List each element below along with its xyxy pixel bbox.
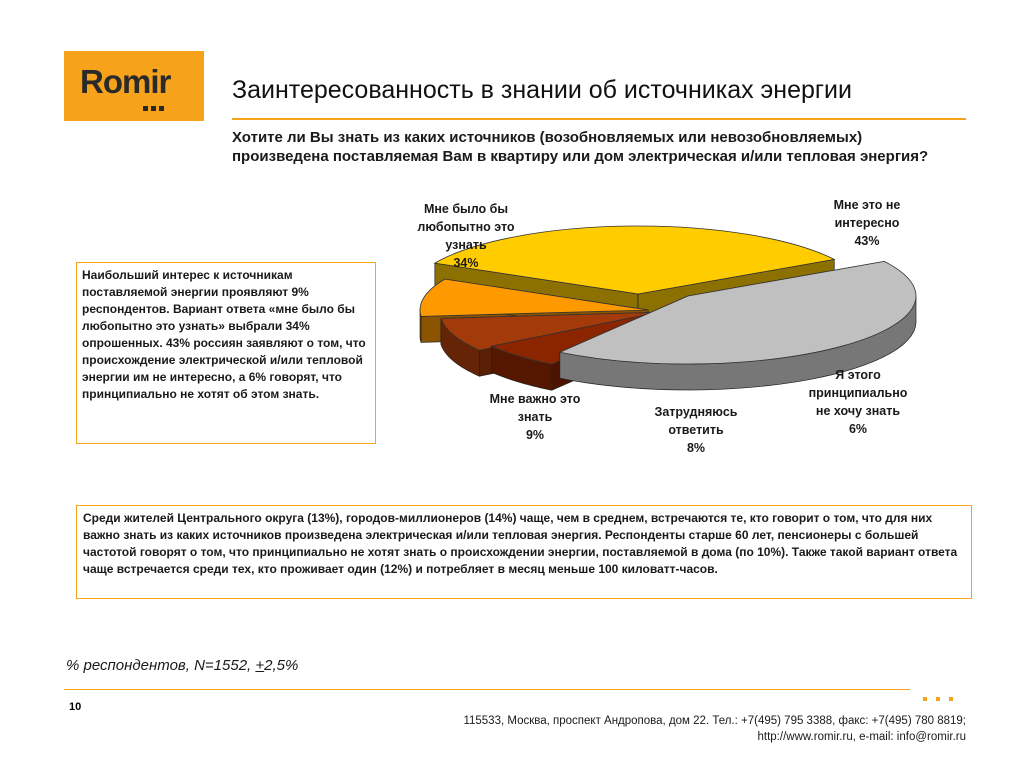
slice-value-curious: 34% [453, 256, 479, 270]
footer-address: 115533, Москва, проспект Андропова, дом … [463, 715, 966, 727]
slice-label-curious-line2: любопытно это [417, 220, 515, 234]
slice-value-refuse: 6% [848, 422, 868, 436]
logo-text: Romir [80, 63, 171, 100]
slice-label-curious-line3: узнать [445, 238, 487, 252]
footer-web: http://www.romir.ru, e-mail: info@romir.… [757, 731, 967, 743]
slice-value-not-interested: 43% [854, 234, 880, 248]
slice-label-not-interested: Мне это не интересно 43% [802, 196, 932, 250]
slice-label-refuse: Я этого принципиально не хочу знать 6% [790, 366, 926, 438]
sample-footnote: % респондентов, N=1552, +2,5% [66, 657, 298, 674]
summary-note-bottom: Среди жителей Центрального округа (13%),… [76, 505, 972, 599]
footnote-prefix: % респондентов, N=1552, [66, 657, 256, 674]
summary-note-left: Наибольший интерес к источникам поставля… [76, 262, 376, 444]
logo-dots-icon [143, 98, 167, 116]
footer-dots-icon [923, 688, 962, 706]
slice-label-refuse-line1: Я этого [835, 368, 881, 382]
footnote-suffix: 2,5% [264, 657, 299, 674]
slice-label-important-line1: Мне важно это [489, 392, 581, 406]
title-divider [232, 118, 966, 120]
slice-label-refuse-line2: принципиально [808, 386, 908, 400]
slice-label-important-line2: знать [517, 410, 553, 424]
page-number: 10 [69, 701, 82, 713]
slice-label-curious-line1: Мне было бы [423, 202, 509, 216]
slice-label-hard-to-say-line1: Затрудняюсь [654, 405, 738, 419]
slice-value-important: 9% [525, 428, 545, 442]
slice-label-not-interested-line2: интересно [834, 216, 900, 230]
footer-divider [64, 689, 910, 690]
slice-label-refuse-line3: не хочу знать [815, 404, 901, 418]
footer-contacts: 115533, Москва, проспект Андропова, дом … [463, 713, 966, 745]
pie-slice-not-interested [558, 260, 917, 391]
footnote-plus-minus: + [255, 657, 265, 674]
slice-label-important: Мне важно это знать 9% [470, 390, 600, 444]
slice-label-curious: Мне было бы любопытно это узнать 34% [396, 200, 536, 272]
slice-label-not-interested-line1: Мне это не [833, 198, 901, 212]
slide-title: Заинтересованность в знании об источника… [232, 76, 852, 104]
slice-label-hard-to-say: Затрудняюсь ответить 8% [627, 403, 765, 457]
slice-label-hard-to-say-line2: ответить [668, 423, 724, 437]
survey-question: Хотите ли Вы знать из каких источников (… [232, 129, 929, 165]
slice-value-hard-to-say: 8% [686, 441, 706, 455]
romir-logo: Romir [64, 51, 204, 121]
